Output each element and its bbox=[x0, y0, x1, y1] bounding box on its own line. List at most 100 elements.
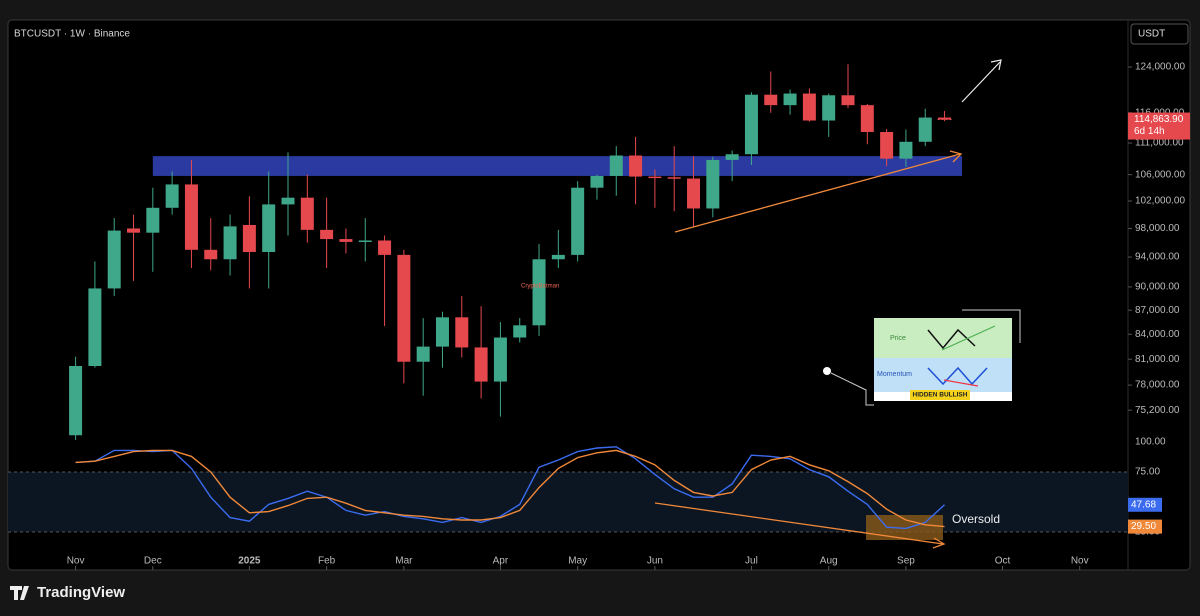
y-tick-label: 81,000.00 bbox=[1135, 354, 1180, 365]
x-tick-label: Jun bbox=[647, 556, 663, 567]
x-tick-label: Nov bbox=[67, 556, 85, 567]
candle-body bbox=[822, 95, 836, 121]
stoch-line bbox=[75, 449, 945, 528]
y-tick-label: 111,000.00 bbox=[1135, 138, 1184, 149]
chart-title: BTCUSDT · 1W · Binance bbox=[14, 29, 130, 40]
pointer-line bbox=[830, 372, 874, 406]
y-tick-label: 90,000.00 bbox=[1135, 282, 1180, 293]
y-tick-label: 94,000.00 bbox=[1135, 252, 1180, 263]
brand-logo bbox=[10, 586, 29, 600]
divergence-head bbox=[932, 537, 946, 549]
stoch-tick-label: 75.00 bbox=[1135, 467, 1160, 478]
inset-tag: HIDDEN BULLISH bbox=[913, 392, 968, 399]
y-tick-label: 78,000.00 bbox=[1135, 380, 1180, 391]
y-tick-label: 75,200.00 bbox=[1135, 405, 1180, 416]
candle-body bbox=[609, 155, 623, 176]
candle-body bbox=[880, 131, 894, 159]
candle-body bbox=[725, 154, 739, 160]
countdown: 6d 14h bbox=[1134, 126, 1165, 137]
candle-body bbox=[300, 197, 314, 230]
stoch-last-bg bbox=[1128, 497, 1162, 512]
support-zone bbox=[152, 156, 963, 176]
candle-body bbox=[88, 288, 102, 367]
candle-body bbox=[918, 117, 932, 142]
candle-body bbox=[242, 224, 256, 252]
candle-body bbox=[358, 240, 372, 242]
candle-body bbox=[532, 259, 546, 326]
inset-price bbox=[874, 318, 1012, 358]
candle-body bbox=[899, 141, 913, 159]
trend-line bbox=[674, 153, 961, 233]
brand: TradingView bbox=[37, 584, 125, 601]
y-tick-label: 98,000.00 bbox=[1135, 223, 1180, 234]
candle-body bbox=[551, 254, 565, 260]
marks: 124,000.00116,000.00111,000.00106,000.00… bbox=[8, 62, 1190, 570]
candle-body bbox=[687, 178, 701, 209]
candle-body bbox=[435, 317, 449, 347]
y-tick-label: 102,000.00 bbox=[1135, 196, 1185, 207]
candle-body bbox=[416, 346, 430, 362]
inset-momentum-label: Momentum bbox=[877, 371, 912, 378]
x-tick-label: Jul bbox=[745, 556, 758, 567]
candle-body bbox=[648, 176, 662, 179]
candle-body bbox=[938, 117, 952, 120]
y-tick-label: 84,000.00 bbox=[1135, 329, 1180, 340]
x-tick-label: Apr bbox=[493, 556, 509, 567]
inset-momentum bbox=[874, 358, 1012, 392]
stoch-line bbox=[75, 446, 946, 530]
pointer-dot bbox=[823, 367, 831, 375]
candle-body bbox=[184, 184, 198, 250]
candle-body bbox=[802, 93, 816, 121]
last-price-label: 114,863.90 bbox=[1134, 114, 1184, 125]
candle-body bbox=[262, 204, 276, 252]
stoch-last-label: 47.68 bbox=[1131, 499, 1156, 510]
inset-price-shape bbox=[927, 328, 976, 350]
candle-body bbox=[146, 207, 160, 233]
oversold-label: Oversold bbox=[952, 512, 1000, 526]
inset-price-label: Price bbox=[890, 335, 906, 342]
candle-body bbox=[69, 366, 83, 436]
stoch-last-label: 29.50 bbox=[1131, 521, 1156, 532]
candle-body bbox=[667, 177, 681, 179]
x-tick-label: Dec bbox=[144, 556, 162, 567]
candle-body bbox=[455, 317, 469, 348]
candle-body bbox=[107, 230, 121, 289]
candle-body bbox=[764, 94, 778, 106]
candle-body bbox=[629, 155, 643, 177]
x-tick-label: Feb bbox=[318, 556, 336, 567]
candle-body bbox=[339, 239, 353, 242]
stoch-tick-label: 100.00 bbox=[1135, 437, 1166, 448]
x-tick-label: 2025 bbox=[238, 556, 261, 567]
x-tick-label: Aug bbox=[820, 556, 838, 567]
inset-momentum-arrow bbox=[943, 379, 979, 387]
candle-body bbox=[860, 105, 874, 132]
x-tick-label: Mar bbox=[395, 556, 413, 567]
stoch-last-bg bbox=[1128, 519, 1162, 534]
x-tick-label: Oct bbox=[995, 556, 1011, 567]
candle-body bbox=[397, 254, 411, 362]
bracket bbox=[962, 309, 1021, 343]
up-arrow-head bbox=[990, 59, 1002, 71]
candle-body bbox=[165, 184, 179, 208]
currency-button[interactable] bbox=[1130, 23, 1189, 45]
y-tick-label: 87,000.00 bbox=[1135, 305, 1180, 316]
candle-body bbox=[204, 249, 218, 260]
inset-momentum-shape bbox=[927, 366, 988, 386]
candle-body bbox=[706, 159, 720, 209]
currency-label[interactable]: USDT bbox=[1138, 29, 1165, 40]
x-tick-label: Sep bbox=[897, 556, 915, 567]
candle-body bbox=[378, 240, 392, 255]
candle-body bbox=[744, 94, 758, 155]
candle-body bbox=[841, 95, 855, 106]
trend-head bbox=[949, 150, 963, 163]
candle-body bbox=[223, 226, 237, 260]
inset-tag-bg bbox=[910, 390, 970, 400]
inset-price-arrow bbox=[941, 325, 996, 351]
x-tick-label: May bbox=[568, 556, 587, 567]
candle-body bbox=[513, 325, 527, 338]
x-tick-label: Nov bbox=[1071, 556, 1089, 567]
up-arrow bbox=[961, 61, 1001, 103]
candle-body bbox=[571, 187, 585, 255]
watermark: CryptoBatman bbox=[521, 284, 559, 290]
